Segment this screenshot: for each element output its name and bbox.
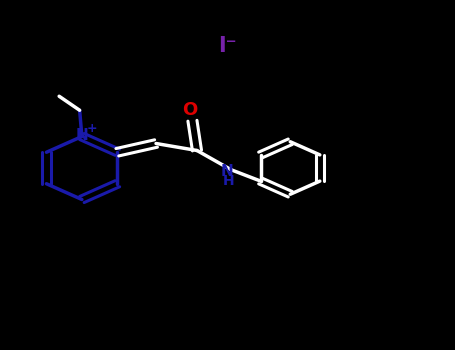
Text: O: O: [182, 100, 198, 119]
Text: N: N: [76, 128, 88, 142]
Text: N: N: [220, 164, 233, 179]
Text: I⁻: I⁻: [218, 35, 237, 56]
Text: +: +: [86, 122, 97, 135]
Text: H: H: [223, 174, 235, 188]
